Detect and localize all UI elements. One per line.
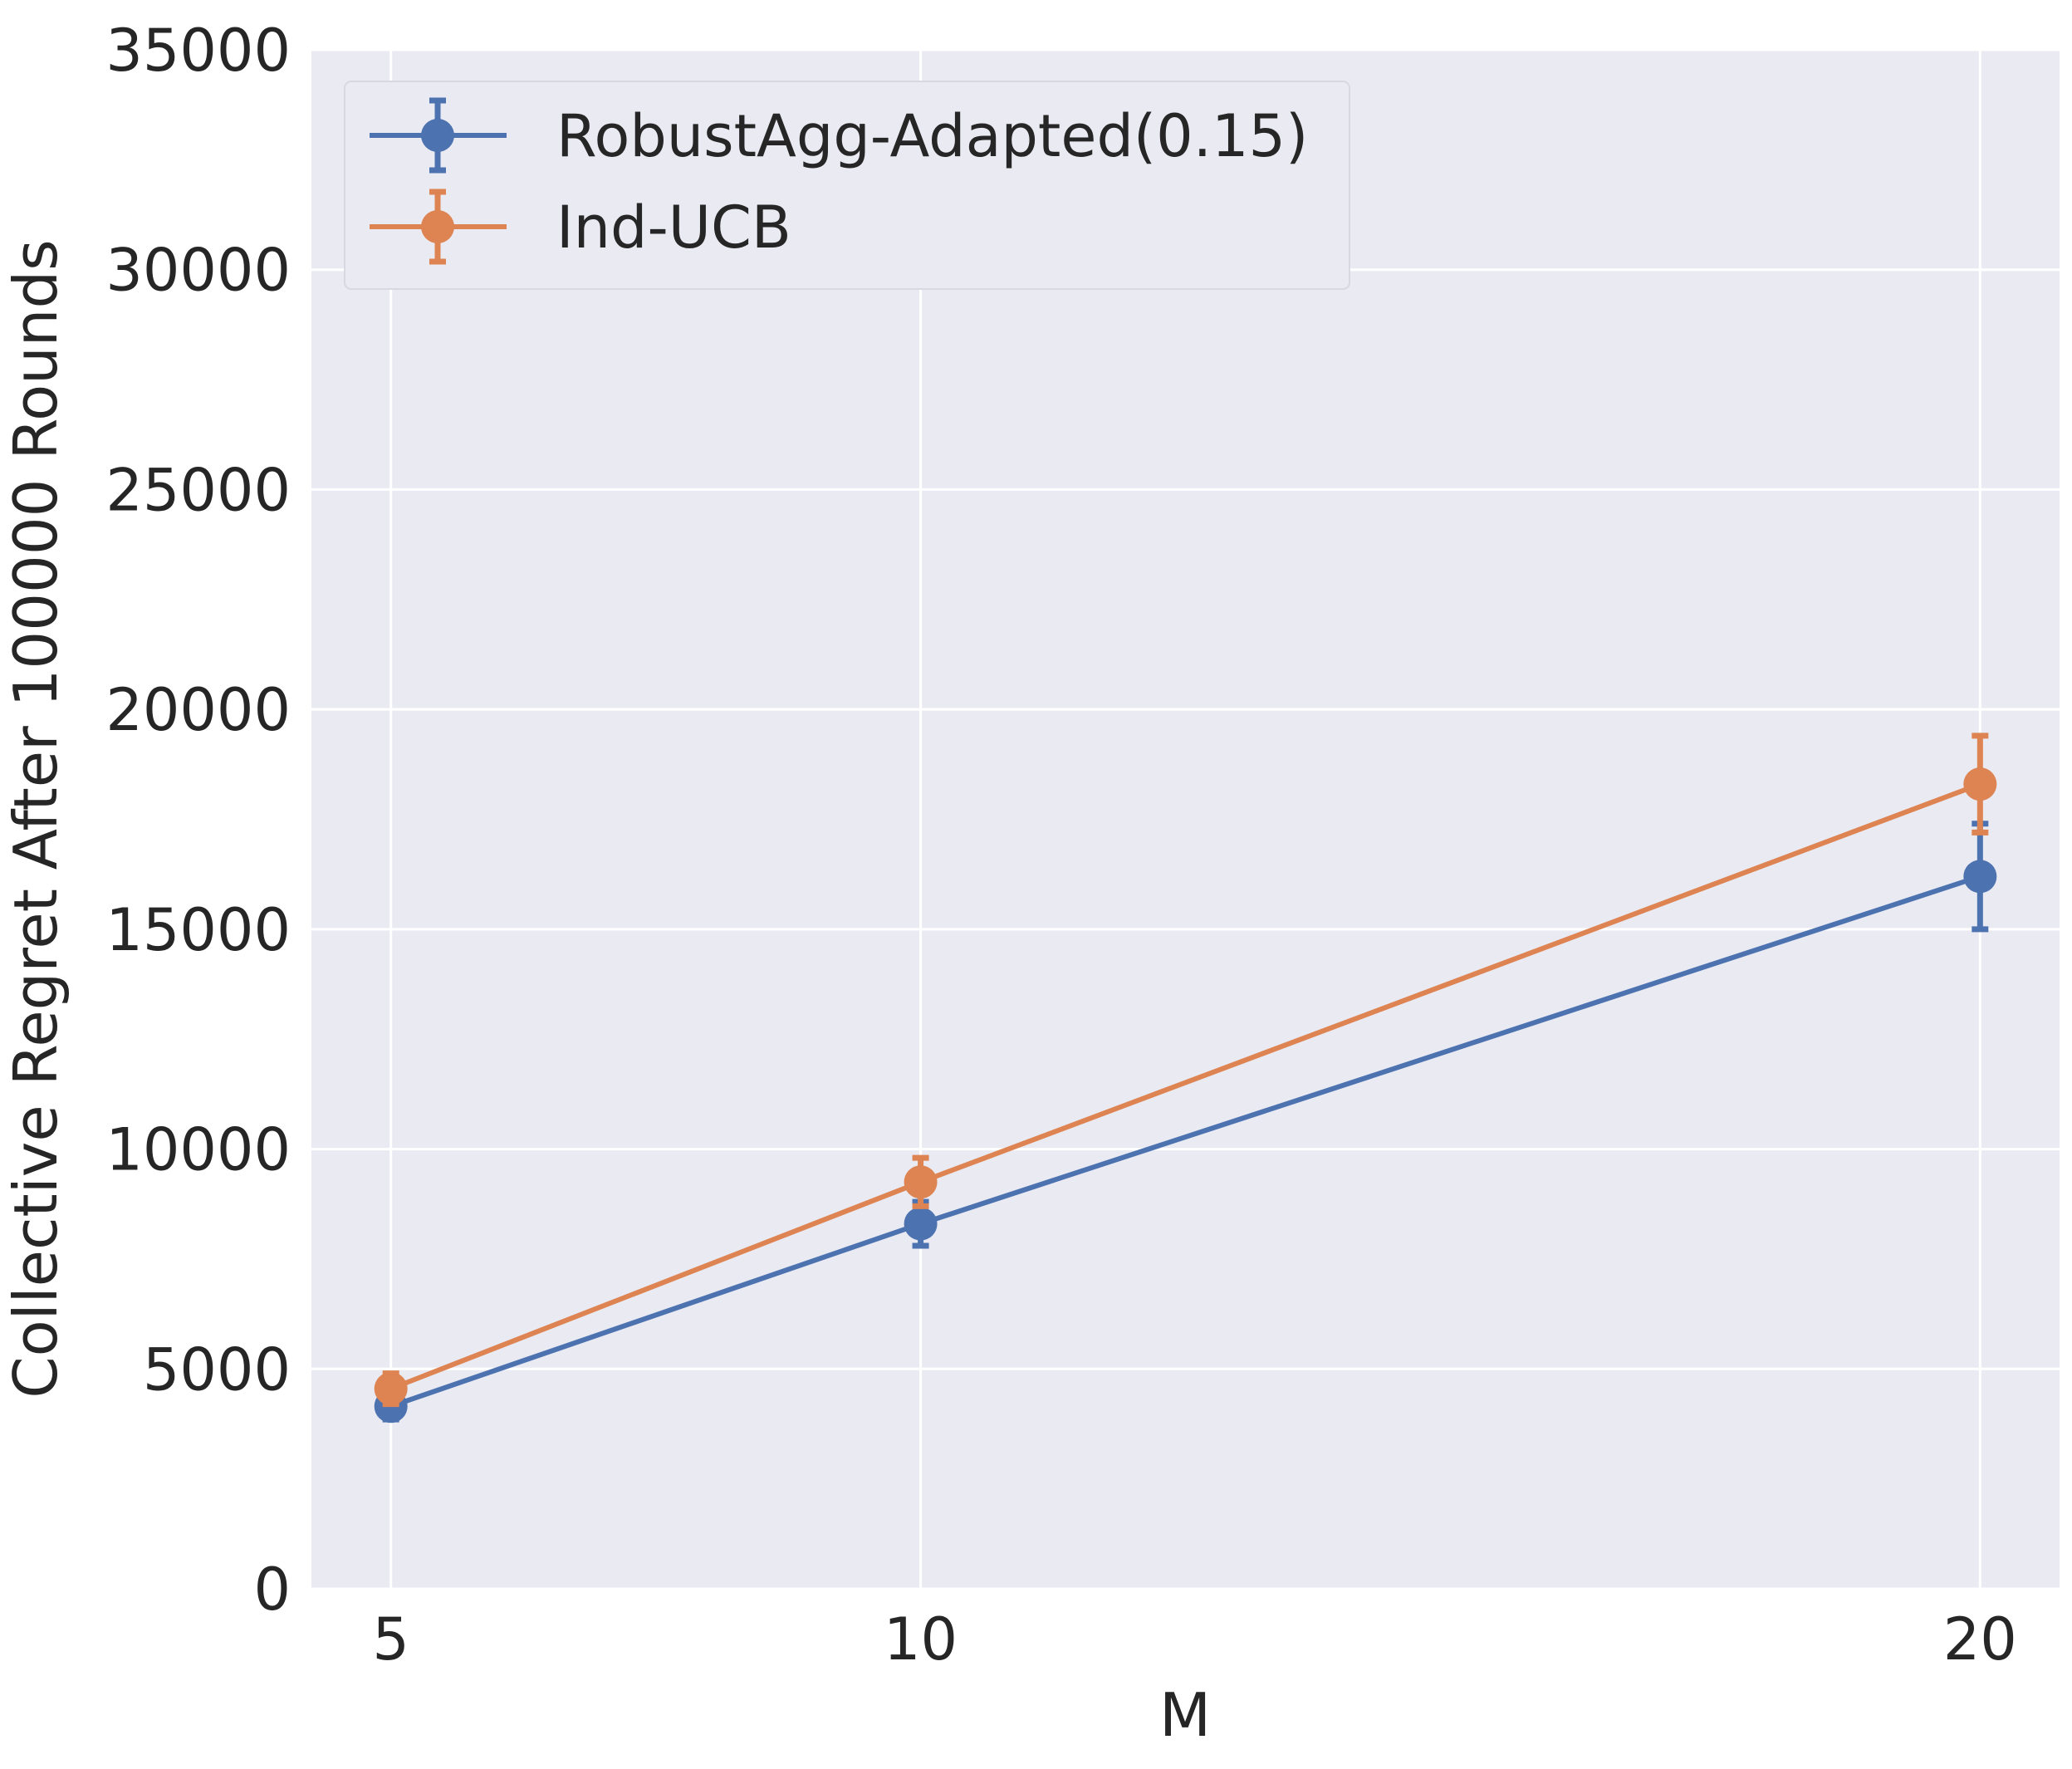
x-tick-label: 20 (1943, 1605, 2017, 1673)
y-tick-label: 0 (253, 1556, 291, 1624)
legend-entry-0: RobustAgg-Adapted(0.15) (370, 97, 1308, 174)
x-tick-label: 10 (884, 1605, 958, 1673)
x-tick-labels: 5 10 20 (372, 1605, 2016, 1673)
legend-label: Ind-UCB (556, 194, 791, 262)
y-tick-label: 30000 (105, 237, 291, 305)
data-point (904, 1207, 938, 1241)
y-tick-label: 10000 (105, 1116, 291, 1184)
y-tick-label: 25000 (105, 456, 291, 524)
data-point (904, 1165, 938, 1199)
series-1 (374, 733, 1997, 1408)
legend-marker (421, 210, 454, 243)
y-tick-label: 15000 (105, 896, 291, 964)
y-tick-label: 20000 (105, 676, 291, 744)
data-point (1963, 860, 1997, 894)
legend-entry-1: Ind-UCB (370, 189, 791, 265)
legend-label: RobustAgg-Adapted(0.15) (556, 102, 1308, 170)
y-axis-label: Collective Regret After 100000 Rounds (1, 239, 71, 1398)
y-tick-label: 35000 (105, 17, 291, 85)
y-tick-labels: 0 5000 10000 15000 20000 25000 30000 35000 (105, 17, 291, 1624)
y-tick-label: 5000 (143, 1335, 291, 1404)
data-point (1963, 767, 1997, 801)
x-tick-label: 5 (372, 1605, 409, 1673)
series-layer (374, 733, 1997, 1424)
data-point (374, 1372, 408, 1406)
legend: RobustAgg-Adapted(0.15) Ind-UCB (344, 81, 1350, 290)
legend-marker (421, 119, 454, 152)
x-axis-label: M (1159, 1680, 1211, 1750)
legend-box (344, 81, 1350, 290)
